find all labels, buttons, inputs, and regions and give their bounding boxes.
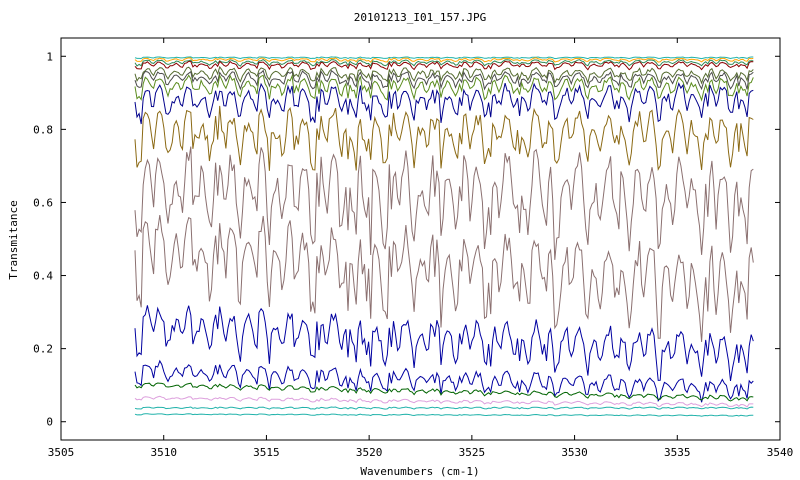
x-axis-ticks: 3505 3510 3515 3520 3525 3530 3535 3540 bbox=[48, 38, 794, 459]
series-line bbox=[134, 359, 754, 403]
series-line bbox=[134, 74, 754, 102]
series-line bbox=[134, 406, 754, 410]
x-axis-label: Wavenumbers (cm-1) bbox=[360, 465, 479, 478]
series-line bbox=[134, 59, 754, 67]
series-line bbox=[134, 57, 754, 63]
series-line bbox=[134, 65, 754, 85]
y-axis-label: Transmitance bbox=[7, 200, 20, 279]
series-group bbox=[134, 56, 754, 417]
x-tick-label: 3525 bbox=[459, 446, 486, 459]
y-axis-ticks: 0 0.2 0.4 0.6 0.8 1 bbox=[33, 50, 780, 429]
series-line bbox=[134, 382, 754, 402]
series-line bbox=[134, 56, 754, 60]
x-tick-label: 3520 bbox=[356, 446, 383, 459]
series-line bbox=[134, 60, 754, 71]
y-tick-label: 0.2 bbox=[33, 343, 53, 356]
y-tick-label: 0.6 bbox=[33, 196, 53, 209]
series-line bbox=[134, 105, 754, 171]
series-line bbox=[134, 215, 754, 342]
plot-frame bbox=[60, 37, 781, 441]
y-tick-label: 1 bbox=[46, 50, 53, 63]
series-line bbox=[134, 305, 754, 381]
x-tick-label: 3535 bbox=[664, 446, 691, 459]
x-tick-label: 3540 bbox=[767, 446, 794, 459]
series-line bbox=[134, 146, 754, 260]
y-tick-label: 0.8 bbox=[33, 123, 53, 136]
chart-title: 20101213_I01_157.JPG bbox=[354, 11, 486, 24]
y-tick-label: 0 bbox=[46, 416, 53, 429]
x-tick-label: 3515 bbox=[253, 446, 280, 459]
x-tick-label: 3505 bbox=[48, 446, 75, 459]
x-tick-label: 3510 bbox=[150, 446, 177, 459]
series-line bbox=[134, 395, 754, 408]
y-tick-label: 0.4 bbox=[33, 270, 53, 283]
x-tick-label: 3530 bbox=[561, 446, 588, 459]
series-line bbox=[134, 69, 754, 91]
series-line bbox=[134, 82, 754, 125]
series-line bbox=[134, 413, 754, 417]
